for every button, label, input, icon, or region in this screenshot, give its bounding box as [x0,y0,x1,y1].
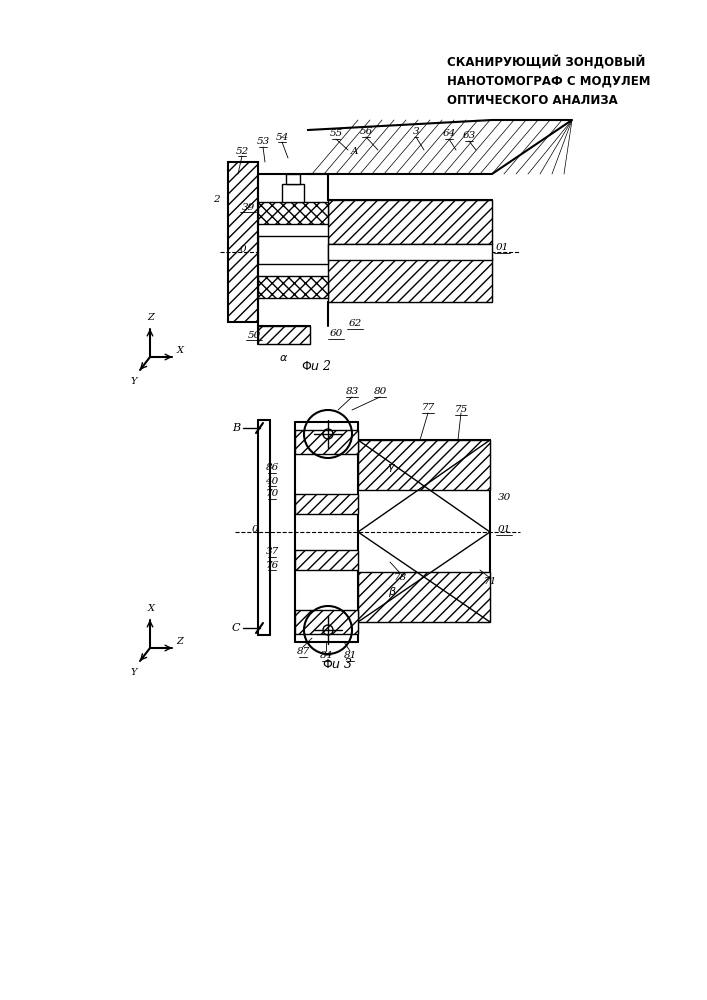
Text: 81: 81 [344,652,356,660]
Text: 40: 40 [265,477,279,486]
Text: B: B [232,423,240,433]
Bar [282,184,304,202]
Bar [328,200,492,244]
Bar [295,430,358,454]
Text: 84: 84 [320,652,332,660]
Bar [295,494,358,514]
Text: 62: 62 [349,320,361,328]
Text: $\Phi u$ 2: $\Phi u$ 2 [300,359,332,373]
Text: 52: 52 [235,146,249,155]
Text: $\gamma$: $\gamma$ [387,462,397,474]
Text: 64: 64 [443,129,455,138]
Text: 01: 01 [496,243,508,252]
Bar [358,572,490,622]
Text: 39: 39 [241,202,255,212]
Bar [328,244,492,260]
Text: 01: 01 [498,526,510,534]
Text: $\beta$: $\beta$ [387,585,397,599]
Text: 3: 3 [413,127,419,136]
Text: 71: 71 [484,578,496,586]
Text: Z: Z [177,637,183,646]
Text: Y: Y [131,668,137,677]
Text: 37: 37 [265,548,279,556]
Text: 54: 54 [275,132,288,141]
Text: 70: 70 [265,489,279,498]
Text: 83: 83 [346,387,358,396]
Text: 87: 87 [296,648,310,656]
Text: 63: 63 [462,131,476,140]
Text: 0: 0 [240,245,246,254]
Bar [358,440,490,490]
Text: 77: 77 [421,403,435,412]
Text: 86: 86 [265,464,279,473]
Text: C: C [232,623,240,633]
Bar [258,326,310,344]
Text: 80: 80 [373,387,387,396]
Text: X: X [177,346,184,355]
Text: 60: 60 [329,330,343,338]
Text: $\Phi u$ 3: $\Phi u$ 3 [322,657,354,671]
Text: X: X [148,604,155,613]
Bar [258,236,328,264]
Text: 0: 0 [252,526,258,534]
Text: 53: 53 [257,137,269,146]
Bar [286,174,300,184]
Text: 76: 76 [265,560,279,570]
Text: 2: 2 [213,196,219,205]
Text: 75: 75 [455,406,467,414]
Text: 30: 30 [498,493,510,502]
Bar [328,258,492,302]
Bar [258,202,328,224]
Text: A: A [351,147,358,156]
Text: СКАНИРУЮЩИЙ ЗОНДОВЫЙ
НАНОТОМОГРАФ С МОДУЛЕМ
ОПТИЧЕСКОГО АНАЛИЗА: СКАНИРУЮЩИЙ ЗОНДОВЫЙ НАНОТОМОГРАФ С МОДУ… [447,55,650,107]
Text: Z: Z [148,313,154,322]
Text: 55: 55 [329,129,343,138]
Bar [295,550,358,570]
Text: 56: 56 [359,127,373,136]
Text: $\alpha$: $\alpha$ [279,353,288,363]
Text: 50: 50 [247,330,261,340]
Bar [258,276,328,298]
Text: 78: 78 [393,572,407,582]
Bar [228,162,258,322]
Text: Y: Y [131,377,137,386]
Bar [295,610,358,634]
